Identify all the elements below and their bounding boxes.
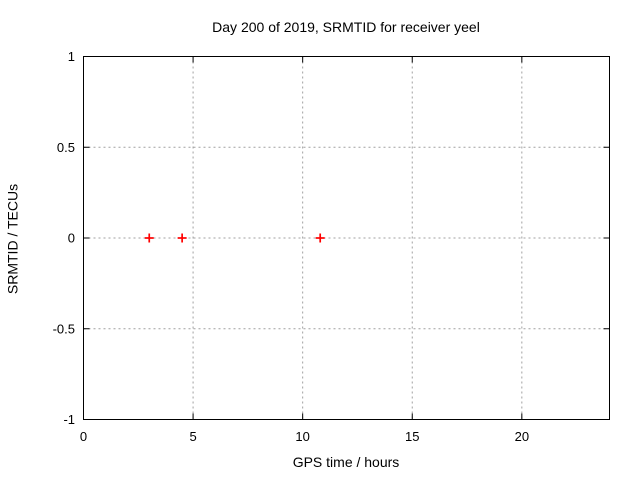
y-tick-label: -0.5 bbox=[53, 321, 75, 336]
x-tick-label: 20 bbox=[515, 429, 529, 444]
y-tick-label: 0.5 bbox=[57, 140, 75, 155]
y-tick-label: -1 bbox=[63, 412, 75, 427]
x-tick-label: 15 bbox=[405, 429, 419, 444]
x-tick-label: 5 bbox=[189, 429, 196, 444]
chart-title: Day 200 of 2019, SRMTID for receiver yee… bbox=[212, 19, 480, 35]
x-tick-label: 10 bbox=[295, 429, 309, 444]
y-tick-label: 1 bbox=[68, 49, 75, 64]
x-axis-label: GPS time / hours bbox=[292, 454, 400, 470]
plot-border bbox=[83, 56, 610, 420]
x-tick-label: 0 bbox=[80, 429, 87, 444]
y-tick-label: 0 bbox=[68, 231, 75, 246]
